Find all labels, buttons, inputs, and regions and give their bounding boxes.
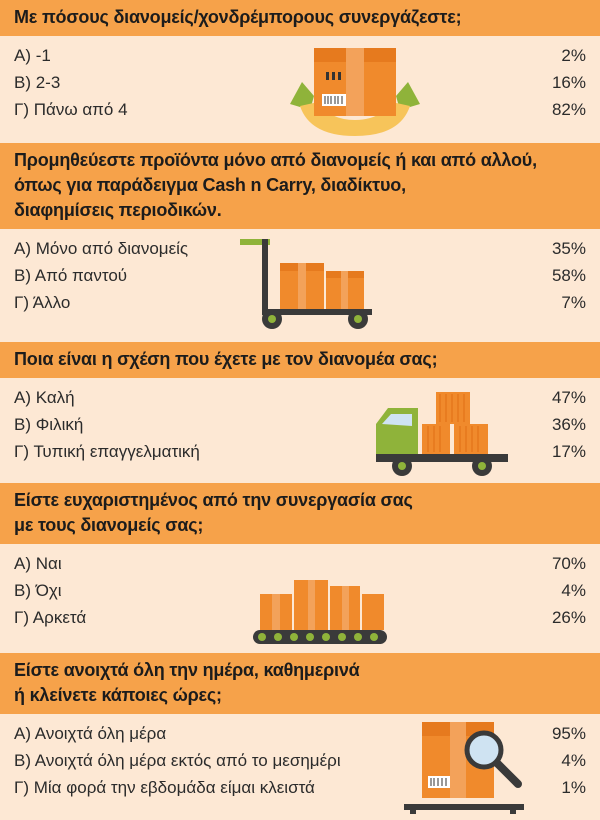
answer-row: Γ) Τυπική επαγγελματική 17%: [14, 438, 586, 465]
question-block-opening-hours: Είστε ανοιχτά όλη την ημέρα, καθημερινά …: [0, 653, 600, 820]
answer-percentage: 17%: [551, 441, 586, 461]
answer-percentage: 47%: [551, 387, 586, 407]
answer-percentage: 82%: [551, 99, 586, 119]
answer-row: Α) Καλή 47%: [14, 384, 586, 411]
answer-list: Α) Ναι 70% Β) Όχι 4% Γ) Αρκετά 26%: [0, 544, 600, 657]
answer-row: Β) Από παντού 58%: [14, 262, 586, 289]
answer-percentage: 2%: [561, 45, 586, 65]
answer-list: Α) -1 2% Β) 2-3 16% Γ) Πάνω από 4 82%: [0, 36, 600, 148]
answer-row: Γ) Πάνω από 4 82%: [14, 96, 586, 123]
question-heading: Προμηθεύεστε προϊόντα μόνο από διανομείς…: [0, 143, 600, 229]
answer-label: Β) Ανοιχτά όλη μέρα εκτός από το μεσημέρ…: [14, 750, 341, 770]
answer-row: Α) Μόνο από διανομείς 35%: [14, 235, 586, 262]
question-block-sourcing: Προμηθεύεστε προϊόντα μόνο από διανομείς…: [0, 143, 600, 342]
answer-list: Α) Μόνο από διανομείς 35% Β) Από παντού 58…: [0, 229, 600, 342]
answer-percentage: 35%: [551, 238, 586, 258]
question-heading: Με πόσους διανομείς/χονδρέμπορους συνεργ…: [0, 0, 600, 36]
answer-row: Β) Φιλική 36%: [14, 411, 586, 438]
answer-label: Β) 2-3: [14, 72, 61, 92]
question-line: Προμηθεύεστε προϊόντα μόνο από διανομείς…: [14, 150, 537, 170]
question-line: με τους διανομείς σας;: [14, 515, 204, 535]
answer-row: Α) Ναι 70%: [14, 550, 586, 577]
hand-truck-icon: [240, 239, 372, 329]
answer-percentage: 36%: [551, 414, 586, 434]
answer-row: Β) Ανοιχτά όλη μέρα εκτός από το μεσημέρ…: [14, 747, 586, 774]
answer-row: Α) -1 2%: [14, 42, 586, 69]
question-heading: Είστε ανοιχτά όλη την ημέρα, καθημερινά …: [0, 653, 600, 714]
question-heading: Ποια είναι η σχέση που έχετε με τον διαν…: [0, 342, 600, 378]
question-text: Ποια είναι η σχέση που έχετε με τον διαν…: [14, 349, 438, 369]
answer-row: Β) Όχι 4%: [14, 577, 586, 604]
answer-label: Γ) Μία φορά την εβδομάδα είμαι κλειστά: [14, 777, 315, 797]
question-line: ή κλείνετε κάποιες ώρες;: [14, 685, 222, 705]
answer-label: Γ) Αρκετά: [14, 607, 87, 627]
answer-label: Β) Όχι: [14, 580, 62, 600]
question-line: όπως για παράδειγμα Cash n Carry, διαδίκ…: [14, 175, 406, 195]
answer-percentage: 4%: [561, 750, 586, 770]
answer-row: Α) Ανοιχτά όλη μέρα 95%: [14, 720, 586, 747]
answer-label: Α) Ναι: [14, 553, 62, 573]
answer-row: Β) 2-3 16%: [14, 69, 586, 96]
answer-percentage: 95%: [551, 723, 586, 743]
answer-label: Β) Από παντού: [14, 265, 128, 285]
question-line: διαφημίσεις περιοδικών.: [14, 200, 222, 220]
answer-label: Γ) Πάνω από 4: [14, 99, 128, 119]
answer-percentage: 1%: [561, 777, 586, 797]
question-block-satisfaction: Είστε ευχαριστημένος από την συνεργασία …: [0, 483, 600, 657]
answer-percentage: 4%: [561, 580, 586, 600]
question-line: Είστε ανοιχτά όλη την ημέρα, καθημερινά: [14, 660, 360, 680]
answer-label: Α) Καλή: [14, 387, 75, 407]
box-in-hands-icon: [290, 48, 420, 136]
answer-label: Γ) Άλλο: [14, 292, 71, 312]
question-block-distributors-count: Με πόσους διανομείς/χονδρέμπορους συνεργ…: [0, 0, 600, 148]
conveyor-belt-icon: [253, 580, 387, 644]
answer-row: Γ) Αρκετά 26%: [14, 604, 586, 631]
answer-label: Α) Ανοιχτά όλη μέρα: [14, 723, 167, 743]
answer-percentage: 70%: [551, 553, 586, 573]
question-heading: Είστε ευχαριστημένος από την συνεργασία …: [0, 483, 600, 544]
answer-percentage: 16%: [551, 72, 586, 92]
answer-row: Γ) Μία φορά την εβδομάδα είμαι κλειστά 1%: [14, 774, 586, 801]
answer-label: Γ) Τυπική επαγγελματική: [14, 441, 200, 461]
answer-label: Β) Φιλική: [14, 414, 84, 434]
answer-label: Α) -1: [14, 45, 51, 65]
answer-percentage: 7%: [561, 292, 586, 312]
delivery-truck-icon: [376, 392, 508, 476]
question-text: Με πόσους διανομείς/χονδρέμπορους συνεργ…: [14, 7, 462, 27]
answer-percentage: 58%: [551, 265, 586, 285]
answer-percentage: 26%: [551, 607, 586, 627]
answer-list: Α) Ανοιχτά όλη μέρα 95% Β) Ανοιχτά όλη μέ…: [0, 714, 600, 820]
answer-list: Α) Καλή 47% Β) Φιλική 36% Γ) Τυπική επαγγε…: [0, 378, 600, 487]
question-line: Είστε ευχαριστημένος από την συνεργασία …: [14, 490, 413, 510]
answer-label: Α) Μόνο από διανομείς: [14, 238, 189, 258]
question-block-relationship: Ποια είναι η σχέση που έχετε με τον διαν…: [0, 342, 600, 487]
answer-row: Γ) Άλλο 7%: [14, 289, 586, 316]
